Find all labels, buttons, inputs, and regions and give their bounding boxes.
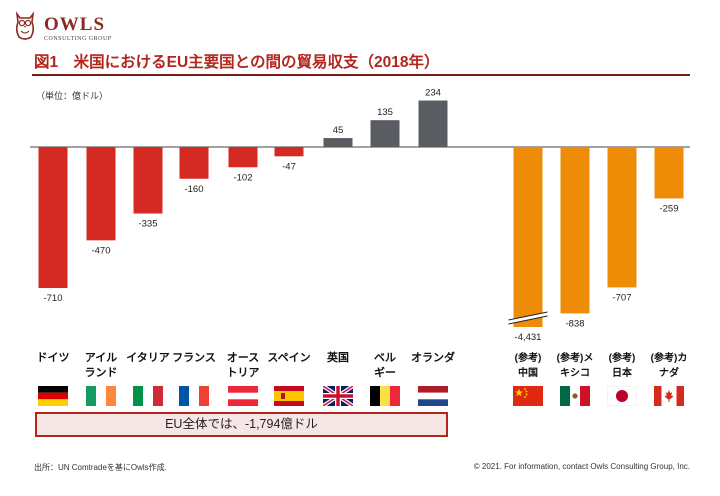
unit-label: （単位：億ドル） [36,91,109,101]
belgium-flag-icon [370,386,400,406]
ireland-flag-icon [86,386,116,406]
netherlands-flag-icon [418,386,448,406]
mexico-flag-icon [560,386,590,406]
category-label: キシコ [560,367,590,379]
japan-flag-icon [606,385,638,407]
category-label: ギー [374,365,396,379]
bar [370,120,400,147]
bar [323,138,353,147]
data-label: -470 [91,245,110,256]
bar [38,147,68,289]
eu-total-box: EU全体では、-1,794億ドル [35,412,448,437]
copyright-note: © 2021. For information, contact Owls Co… [473,462,690,471]
category-label: (参考)カ [651,351,688,364]
austria-flag-icon [228,386,258,406]
bar [654,147,684,199]
data-label: -4,431 [515,332,542,343]
axis-break-line [508,315,548,325]
logo-tagline: CONSULTING GROUP [44,36,112,42]
owl-icon [15,11,35,40]
data-label: 234 [425,88,441,99]
france-flag-icon [179,386,209,406]
category-label: フランス [172,351,216,364]
category-label: 英国 [326,350,349,364]
category-label: スペイン [267,351,310,364]
data-label: -838 [565,318,584,329]
italy-flag-icon [133,386,163,406]
data-label: -259 [659,203,678,214]
category-label: オランダ [411,350,455,364]
chart-title: 図1 米国におけるEU主要国との間の貿易収支（2018年） [34,54,440,71]
bar [418,100,448,147]
data-label: -102 [233,172,252,183]
category-label: (参考)メ [557,351,594,364]
bar [513,147,543,327]
bar [607,147,637,288]
category-label: 中国 [518,366,538,379]
bar [228,147,258,168]
category-label: トリア [227,366,260,379]
bar [274,147,304,157]
data-label: -160 [184,184,203,195]
germany-flag-icon [38,386,68,406]
uk-flag-icon [321,384,355,408]
bar [179,147,209,179]
china-flag-icon [513,386,543,406]
logo-wordmark: OWLS [44,14,106,35]
title-divider [32,74,690,76]
category-label: アイル [85,351,117,364]
bar [133,147,163,214]
category-label: オース [227,351,259,364]
bar [86,147,116,241]
axis-break-line [508,311,548,321]
data-label: -707 [612,292,631,303]
category-label: (参考) [609,351,636,364]
category-label: イタリア [126,351,170,364]
source-note: 出所：UN Comtradeを基にOwls作成. [34,463,167,472]
data-label: -335 [138,219,157,230]
owls-logo: OWLS CONSULTING GROUP [10,8,112,46]
canada-flag-icon [654,386,684,406]
category-label: (参考) [515,351,542,364]
category-label: ベル [374,352,396,364]
spain-flag-icon [274,386,304,406]
axis-break-mark [509,312,547,324]
data-label: -47 [282,161,296,172]
category-label: ナダ [659,366,679,379]
bar [560,147,590,314]
data-label: 135 [377,107,393,118]
data-label: 45 [333,125,344,136]
data-label: -710 [43,293,62,304]
category-label: ランド [85,366,118,379]
category-label: ドイツ [37,351,70,364]
category-label: 日本 [612,366,633,379]
